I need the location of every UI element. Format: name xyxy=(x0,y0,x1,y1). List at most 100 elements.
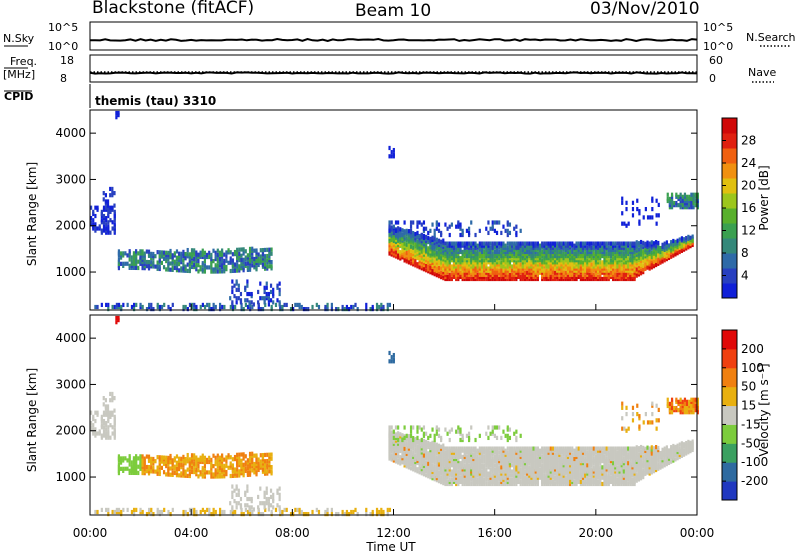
power-cell xyxy=(114,222,116,226)
power-cell xyxy=(122,303,124,307)
velocity-cell xyxy=(94,510,96,514)
power-cell xyxy=(591,262,593,266)
velocity-cell xyxy=(176,461,178,465)
power-cell xyxy=(651,240,653,244)
power-cell xyxy=(210,253,212,257)
power-cell xyxy=(625,260,627,264)
power-cell xyxy=(584,252,586,256)
velocity-cell xyxy=(423,439,425,443)
power-cell xyxy=(335,307,337,311)
power-cell xyxy=(202,261,204,265)
power-cell xyxy=(636,267,638,271)
velocity-cell xyxy=(240,503,242,507)
power-cell xyxy=(474,241,476,245)
power-cell xyxy=(397,226,399,230)
velocity-cell xyxy=(532,446,534,450)
velocity-cell xyxy=(96,411,98,415)
power-cell xyxy=(410,225,412,229)
power-cell xyxy=(118,249,120,253)
velocity-cell xyxy=(172,508,174,512)
power-cell xyxy=(509,269,511,273)
power-cell xyxy=(522,241,524,245)
power-cell xyxy=(195,250,197,254)
velocity-cell xyxy=(414,454,416,458)
colorbar-segment xyxy=(722,208,737,224)
power-cell xyxy=(212,249,214,253)
velocity-cell xyxy=(483,455,485,459)
power-cell xyxy=(326,303,328,307)
power-cell xyxy=(399,250,401,254)
power-cell xyxy=(133,251,135,255)
power-cell xyxy=(105,216,107,220)
power-cell xyxy=(656,222,658,226)
power-cell xyxy=(515,260,517,264)
power-cell xyxy=(245,249,247,253)
velocity-cell xyxy=(541,455,543,459)
velocity-cell xyxy=(129,462,131,466)
power-cell xyxy=(378,305,380,309)
velocity-cell xyxy=(483,446,485,450)
power-cell xyxy=(238,296,240,300)
velocity-cell xyxy=(279,505,281,509)
velocity-cell xyxy=(505,449,507,453)
velocity-cell xyxy=(489,446,491,450)
power-cell xyxy=(653,241,655,245)
power-cell xyxy=(560,241,562,245)
power-cell xyxy=(526,271,528,275)
velocity-cell xyxy=(352,510,354,514)
velocity-cell xyxy=(459,461,461,465)
power-cell xyxy=(122,251,124,255)
power-cell xyxy=(528,241,530,245)
power-cell xyxy=(249,247,251,251)
velocity-cell xyxy=(109,392,111,396)
velocity-cell xyxy=(197,474,199,478)
power-cell xyxy=(440,240,442,244)
velocity-cell xyxy=(431,474,433,478)
velocity-cell xyxy=(257,505,259,509)
power-cell xyxy=(251,300,253,304)
power-cell xyxy=(348,307,350,311)
velocity-cell xyxy=(197,464,199,468)
power-cell xyxy=(629,241,631,245)
power-cell xyxy=(174,266,176,270)
velocity-cell xyxy=(511,474,513,478)
velocity-cell xyxy=(438,471,440,475)
power-cell xyxy=(163,303,165,307)
velocity-cell xyxy=(515,465,517,469)
range-tick-label: 3000 xyxy=(55,172,86,186)
power-cell xyxy=(638,241,640,245)
power-cell xyxy=(172,253,174,257)
velocity-cell xyxy=(464,463,466,467)
velocity-cell xyxy=(511,478,513,482)
colorbar-segment xyxy=(722,163,737,179)
velocity-cell xyxy=(487,471,489,475)
velocity-cell xyxy=(167,466,169,470)
power-cell xyxy=(623,252,625,256)
power-cell xyxy=(462,229,464,233)
power-cell xyxy=(236,262,238,266)
power-cell xyxy=(558,241,560,245)
velocity-cell xyxy=(133,462,135,466)
velocity-cell xyxy=(494,467,496,471)
power-cell xyxy=(354,303,356,307)
velocity-cell xyxy=(279,493,281,497)
velocity-cell xyxy=(126,458,128,462)
power-cell xyxy=(427,257,429,261)
power-cell xyxy=(324,305,326,309)
velocity-cell xyxy=(266,487,268,491)
power-cell xyxy=(159,250,161,254)
power-cell xyxy=(365,303,367,307)
velocity-cell xyxy=(113,409,115,413)
power-cell xyxy=(109,218,111,222)
velocity-cell xyxy=(502,446,504,450)
velocity-cell xyxy=(248,505,250,509)
velocity-cell xyxy=(124,467,126,471)
power-cell xyxy=(215,251,217,255)
power-cell xyxy=(169,261,171,265)
velocity-cell xyxy=(103,402,105,406)
power-cell xyxy=(492,220,494,224)
power-cell xyxy=(584,241,586,245)
power-cell xyxy=(554,271,556,275)
velocity-cell xyxy=(431,464,433,468)
velocity-cell xyxy=(509,478,511,482)
